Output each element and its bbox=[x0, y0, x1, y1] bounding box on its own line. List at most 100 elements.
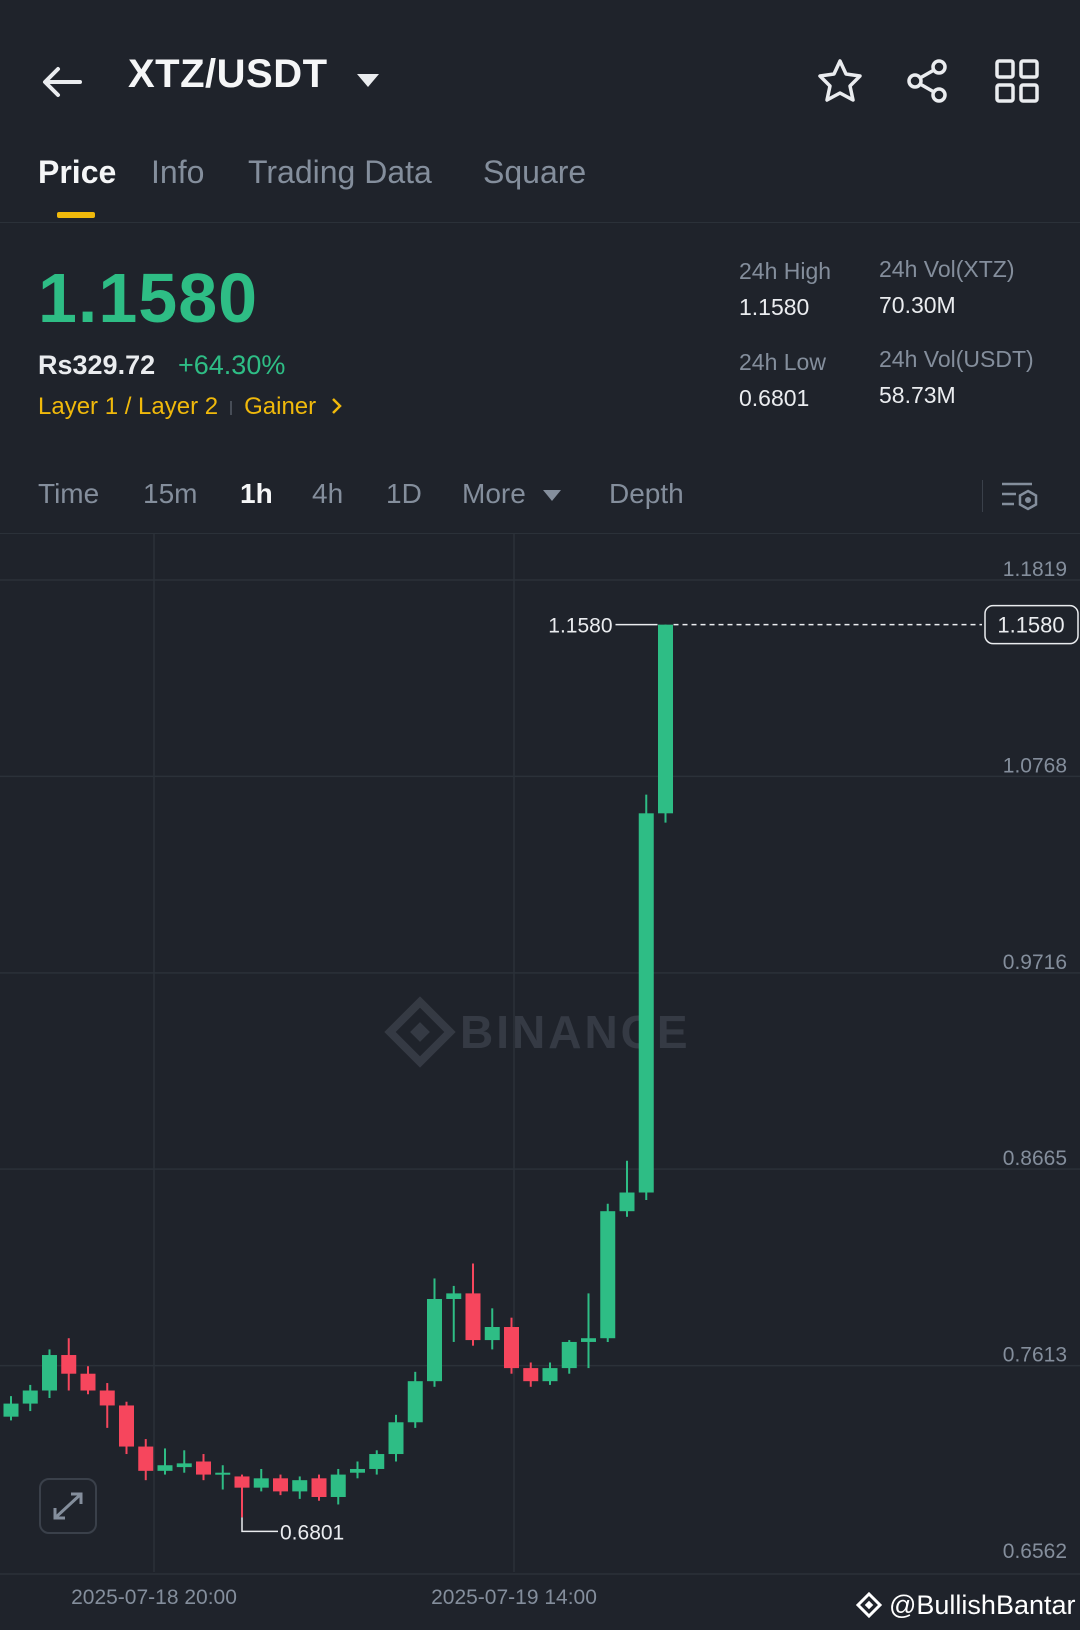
candle bbox=[561, 1340, 577, 1374]
candle-body bbox=[292, 1480, 308, 1492]
timeframe-time[interactable]: Time bbox=[38, 478, 100, 509]
high-label: 24h High bbox=[739, 258, 832, 284]
vol-base-label: 24h Vol(XTZ) bbox=[879, 256, 1015, 282]
timeframe-1d[interactable]: 1D bbox=[386, 478, 422, 509]
candle bbox=[157, 1448, 173, 1475]
candle-body bbox=[542, 1368, 558, 1382]
candle bbox=[658, 624, 673, 823]
y-axis: 1.1819 1.0768 0.9716 0.8665 0.7613 0.6562 bbox=[1003, 558, 1067, 1563]
candle-body bbox=[369, 1454, 385, 1469]
candle bbox=[369, 1450, 385, 1475]
candle bbox=[523, 1362, 539, 1387]
expand-icon bbox=[53, 1492, 83, 1520]
candle-body bbox=[523, 1368, 539, 1382]
footer-watermark: @BullishBantar bbox=[855, 1590, 1076, 1621]
toolbar-separator bbox=[0, 533, 1080, 534]
candle-body bbox=[619, 1192, 635, 1212]
price-chart[interactable]: BINANCE 1.1580 1.1580 0.6801 1.1819 1.0768 0… bbox=[0, 534, 1080, 1630]
candle-body bbox=[22, 1390, 38, 1404]
candle-body bbox=[196, 1461, 211, 1475]
y-tick-label: 0.8665 bbox=[1003, 1147, 1067, 1170]
high-marker-label: 1.1580 bbox=[548, 615, 612, 638]
low-marker-line bbox=[241, 1517, 278, 1533]
y-tick-label: 0.6562 bbox=[1003, 1540, 1067, 1563]
chevron-down-icon[interactable] bbox=[357, 74, 379, 87]
low-label: 24h Low bbox=[739, 349, 826, 375]
candle bbox=[619, 1160, 635, 1217]
tag-gainer[interactable]: Gainer bbox=[244, 393, 317, 420]
candle-body bbox=[99, 1390, 115, 1406]
star-icon[interactable] bbox=[815, 56, 865, 106]
candle bbox=[388, 1414, 404, 1462]
candles bbox=[3, 624, 673, 1518]
candle-body bbox=[638, 813, 654, 1193]
current-price-label: 1.1580 bbox=[997, 613, 1064, 638]
share-icon[interactable] bbox=[903, 56, 953, 106]
chevron-right-icon[interactable] bbox=[329, 396, 345, 416]
y-tick-label: 1.0768 bbox=[1003, 754, 1067, 777]
x-tick-label: 2025-07-19 14:00 bbox=[431, 1586, 597, 1609]
expand-chart-button[interactable] bbox=[39, 1478, 97, 1534]
category-tags: Layer 1 / Layer 2 Gainer bbox=[38, 393, 345, 421]
watermark-handle: @BullishBantar bbox=[889, 1590, 1076, 1620]
candle-body bbox=[253, 1478, 269, 1488]
pair-title[interactable]: XTZ/USDT bbox=[128, 52, 328, 96]
candle bbox=[176, 1450, 192, 1473]
candle bbox=[600, 1203, 616, 1342]
candle-body bbox=[138, 1446, 154, 1471]
vol-quote-value: 58.73M bbox=[879, 382, 956, 408]
low-marker-label: 0.6801 bbox=[280, 1521, 344, 1544]
y-tick-label: 0.9716 bbox=[1003, 951, 1067, 974]
chart-settings-icon[interactable] bbox=[1000, 476, 1040, 516]
candle-body bbox=[311, 1478, 327, 1497]
depth-tab[interactable]: Depth bbox=[609, 478, 684, 509]
candle bbox=[215, 1465, 231, 1490]
candle bbox=[638, 794, 654, 1200]
candle bbox=[350, 1461, 365, 1479]
toolbar-divider bbox=[982, 480, 983, 512]
timeframe-1h[interactable]: 1h bbox=[240, 478, 273, 509]
candle-body bbox=[427, 1298, 442, 1382]
tag-layer[interactable]: Layer 1 / Layer 2 bbox=[38, 393, 219, 420]
current-price-box bbox=[984, 604, 1079, 645]
tag-separator bbox=[230, 400, 233, 415]
vol-base-value: 70.30M bbox=[879, 292, 956, 318]
active-tab-indicator bbox=[57, 212, 95, 218]
tab-info[interactable]: Info bbox=[151, 154, 205, 190]
more-caret-icon[interactable] bbox=[543, 490, 561, 501]
vol-quote-label: 24h Vol(USDT) bbox=[879, 346, 1034, 372]
candle-body bbox=[484, 1327, 500, 1341]
timeframe-15m[interactable]: 15m bbox=[143, 478, 198, 509]
tab-square[interactable]: Square bbox=[483, 154, 587, 190]
candle bbox=[196, 1454, 211, 1481]
candle bbox=[80, 1366, 96, 1395]
fiat-price: Rs329.72 bbox=[38, 350, 156, 380]
candle bbox=[22, 1384, 38, 1412]
candle-body bbox=[234, 1476, 250, 1488]
y-tick-label: 0.7613 bbox=[1003, 1344, 1067, 1367]
tab-price[interactable]: Price bbox=[38, 154, 117, 190]
candle bbox=[407, 1371, 423, 1428]
tab-trading-data[interactable]: Trading Data bbox=[248, 154, 432, 190]
candle bbox=[42, 1349, 57, 1398]
tab-bar: Price Info Trading Data Square bbox=[0, 150, 1080, 223]
candle bbox=[330, 1468, 346, 1505]
timeframe-more[interactable]: More bbox=[462, 478, 526, 509]
candle bbox=[253, 1468, 269, 1492]
chart-grid bbox=[0, 534, 1080, 1575]
back-arrow-icon[interactable] bbox=[38, 58, 86, 106]
candle-body bbox=[119, 1405, 134, 1447]
candle-body bbox=[61, 1355, 77, 1374]
candle bbox=[292, 1476, 308, 1499]
chart-overlays: 1.1580 1.1580 0.6801 bbox=[241, 604, 1079, 1544]
candle bbox=[484, 1308, 500, 1350]
candle bbox=[99, 1383, 115, 1428]
grid-icon[interactable] bbox=[992, 56, 1042, 106]
candle-body bbox=[350, 1468, 365, 1473]
candle bbox=[581, 1293, 596, 1369]
candle-body bbox=[600, 1211, 616, 1339]
candle-body bbox=[215, 1472, 231, 1475]
binance-logo-icon bbox=[855, 1591, 883, 1619]
timeframe-4h[interactable]: 4h bbox=[312, 478, 344, 509]
x-tick-label: 2025-07-18 20:00 bbox=[71, 1586, 237, 1609]
